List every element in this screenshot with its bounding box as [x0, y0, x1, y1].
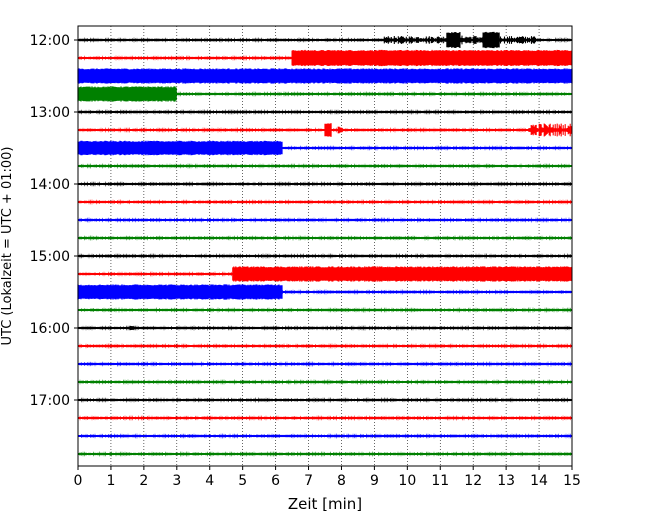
- grid-layer: [110, 26, 540, 466]
- trace-burst: [498, 36, 537, 44]
- trace-1200: [78, 31, 572, 49]
- trace-1330: [77, 140, 572, 156]
- x-tick-label: 13: [497, 473, 515, 489]
- trace-burst: [337, 126, 343, 134]
- y-tick-label: 12:00: [30, 33, 70, 49]
- y-axis-label: UTC (Lokalzeit = UTC + 01:00): [0, 147, 15, 346]
- x-tick-label: 15: [563, 473, 581, 489]
- trace-1430: [78, 217, 572, 223]
- trace-1515: [78, 266, 573, 282]
- trace-1530: [77, 284, 572, 300]
- y-axis: 12:00 13:00 14:00 15:00 16:00 17:00: [30, 33, 78, 409]
- y-tick-label: 13:00: [30, 105, 70, 121]
- trace-burst-band: [325, 124, 332, 136]
- y-tick-label: 14:00: [30, 177, 70, 193]
- trace-burst: [128, 325, 136, 331]
- trace-1215: [78, 49, 572, 67]
- trace-1715: [78, 415, 572, 421]
- trace-1300: [78, 109, 572, 115]
- x-tick-label: 3: [172, 473, 181, 489]
- trace-burst-band: [292, 51, 572, 65]
- trace-noise: [79, 253, 571, 259]
- trace-burst-band: [232, 267, 572, 281]
- trace-1245: [77, 86, 572, 102]
- trace-noise: [79, 433, 571, 439]
- trace-burst-band: [446, 33, 461, 47]
- trace-noise: [79, 379, 571, 385]
- trace-burst-band: [78, 87, 177, 101]
- trace-1615: [78, 343, 572, 349]
- trace-1445: [78, 235, 572, 241]
- trace-1415: [78, 199, 572, 205]
- trace-1730: [78, 433, 572, 439]
- y-tick-label: 16:00: [30, 321, 70, 337]
- trace-noise: [79, 415, 571, 421]
- trace-noise: [79, 397, 571, 403]
- trace-noise: [79, 217, 571, 223]
- trace-1345: [78, 163, 572, 169]
- trace-1315: [78, 123, 572, 137]
- trace-1700: [78, 397, 572, 403]
- trace-noise: [79, 307, 571, 313]
- x-tick-label: 10: [398, 473, 416, 489]
- x-tick-label: 4: [205, 473, 214, 489]
- trace-burst: [383, 36, 447, 44]
- trace-1645: [78, 379, 572, 385]
- x-tick-label: 9: [370, 473, 379, 489]
- trace-1600: [78, 325, 572, 331]
- trace-noise: [79, 127, 571, 133]
- trace-1545: [78, 307, 572, 313]
- trace-burst-band: [78, 142, 283, 154]
- trace-layer: [77, 31, 573, 457]
- x-axis: 0 1 2 3 4 5 6 7 8 9 10 11 12 13 14 15: [74, 466, 581, 489]
- trace-noise: [79, 451, 571, 457]
- y-tick-label: 17:00: [30, 393, 70, 409]
- x-axis-label: Zeit [min]: [288, 495, 362, 513]
- trace-1230: [77, 68, 573, 84]
- trace-noise: [79, 199, 571, 205]
- trace-burst-band: [78, 285, 283, 299]
- trace-noise: [79, 343, 571, 349]
- trace-burst: [459, 35, 484, 45]
- trace-burst-band: [78, 69, 572, 83]
- trace-noise: [79, 181, 571, 187]
- x-tick-label: 14: [530, 473, 548, 489]
- plot-frame: [77, 25, 573, 467]
- trace-1745: [78, 451, 572, 457]
- x-tick-label: 2: [139, 473, 148, 489]
- trace-burst: [528, 123, 572, 137]
- x-tick-label: 7: [304, 473, 313, 489]
- x-tick-label: 5: [238, 473, 247, 489]
- trace-noise: [79, 163, 571, 169]
- x-tick-label: 8: [337, 473, 346, 489]
- trace-noise: [79, 361, 571, 367]
- trace-1630: [78, 361, 572, 367]
- trace-1500: [78, 253, 572, 259]
- y-tick-label: 15:00: [30, 249, 70, 265]
- trace-noise: [79, 235, 571, 241]
- x-tick-label: 1: [106, 473, 115, 489]
- trace-noise: [79, 109, 571, 115]
- x-tick-label: 11: [431, 473, 449, 489]
- trace-burst-band: [483, 33, 500, 47]
- x-tick-label: 6: [271, 473, 280, 489]
- x-tick-label: 0: [74, 473, 83, 489]
- x-tick-label: 12: [464, 473, 482, 489]
- trace-1400: [78, 181, 572, 187]
